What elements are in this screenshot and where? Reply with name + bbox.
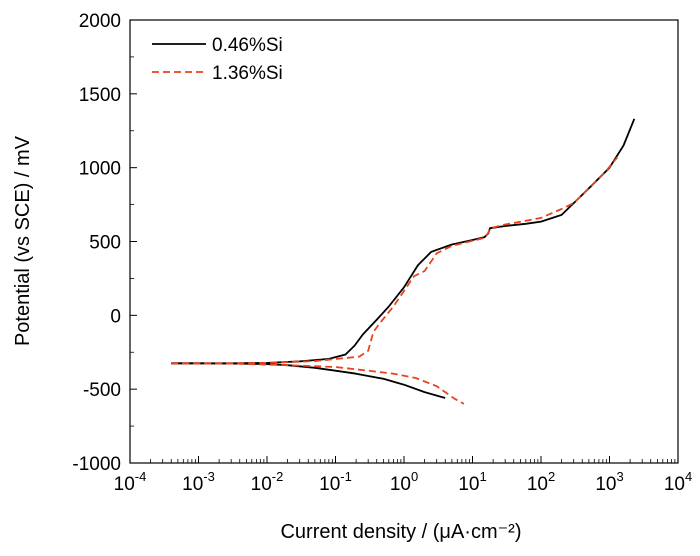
series-line-1-36-si-cathodic: [171, 362, 465, 405]
y-tick-label: 1000: [79, 159, 121, 180]
y-axis-title: Potential (vs SCE) / mV: [12, 135, 34, 346]
x-tick-label: 101: [458, 469, 486, 495]
legend-label-0-46-si: 0.46%Si: [212, 35, 283, 56]
x-tick-label: 103: [595, 469, 623, 495]
series-line-0-46-si-cathodic: [171, 362, 446, 399]
plot-border: [129, 19, 679, 464]
x-tick-label: 10-2: [251, 469, 284, 495]
y-tick-label: 0: [110, 306, 121, 327]
x-axis-title: Current density / (μA·cm⁻²): [280, 521, 521, 543]
series-line-1-36-si-anodic: [171, 156, 618, 365]
y-tick-label: 2000: [79, 11, 121, 32]
x-tick-label: 102: [527, 469, 555, 495]
x-tick-label: 100: [390, 469, 418, 495]
legend-label-1-36-si: 1.36%Si: [212, 63, 283, 84]
series-line-0-46-si-anodic: [171, 118, 636, 365]
y-tick-label: 1500: [79, 85, 121, 106]
legend: 0.46%Si 1.36%Si: [152, 35, 283, 84]
x-axis-ticks: 10-4 10-3 10-2 10-1 100 101 102 103 104: [114, 456, 692, 495]
y-axis-ticks: -1000 -500 0 500 1000 1500 2000: [72, 11, 137, 475]
x-tick-label: 10-4: [114, 469, 147, 495]
series-layer: [171, 118, 636, 405]
y-tick-label: -1000: [72, 454, 121, 475]
plot-frame: [129, 19, 679, 464]
y-tick-label: 500: [89, 233, 121, 254]
x-tick-label: 10-1: [319, 469, 352, 495]
x-tick-label: 10-3: [182, 469, 215, 495]
x-tick-label: 104: [664, 469, 692, 495]
y-tick-label: -500: [83, 380, 121, 401]
